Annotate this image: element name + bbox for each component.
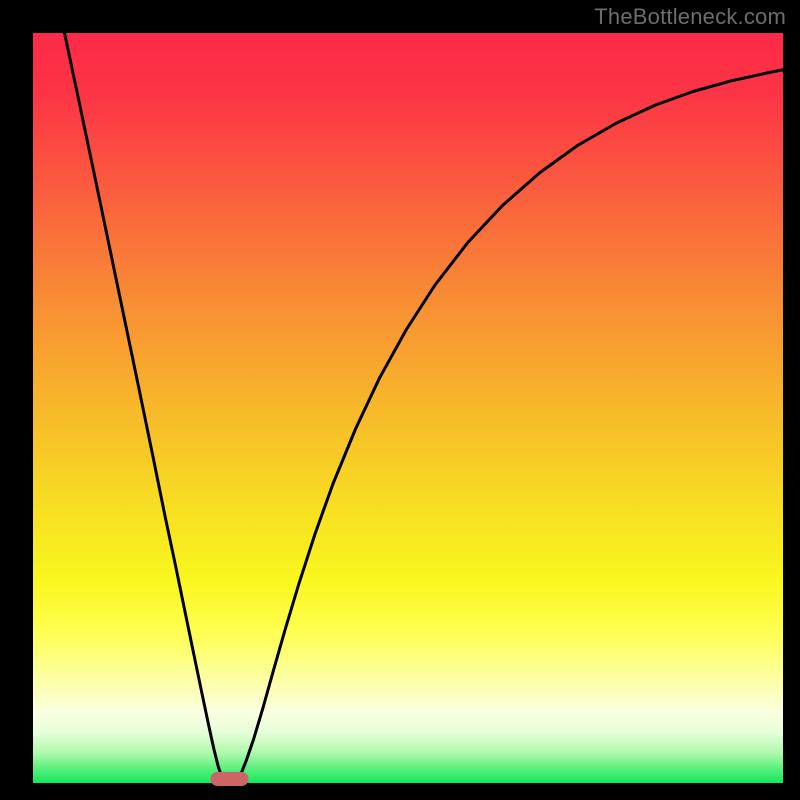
chart-container: TheBottleneck.com	[0, 0, 800, 800]
chart-svg	[0, 0, 800, 800]
watermark-text: TheBottleneck.com	[594, 4, 786, 30]
chart-background	[33, 33, 783, 783]
optimal-marker	[211, 772, 249, 786]
